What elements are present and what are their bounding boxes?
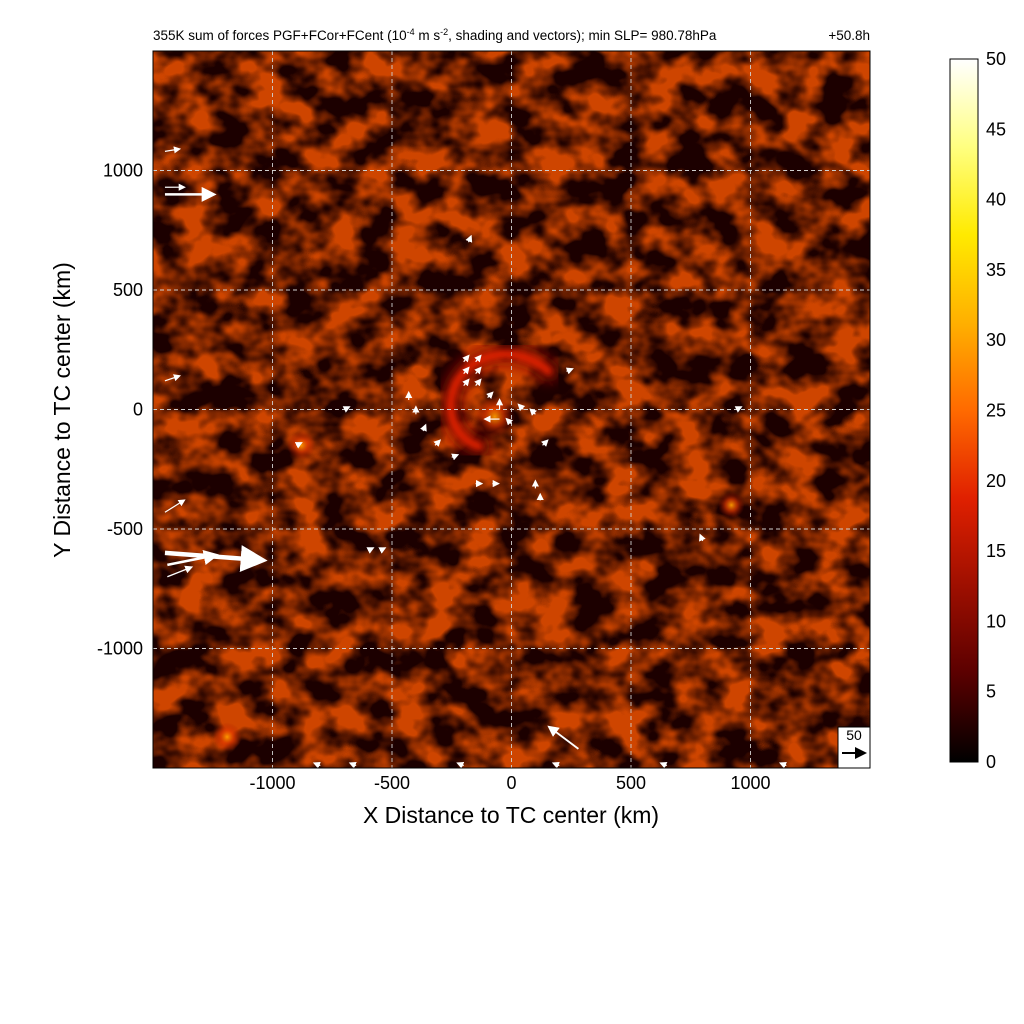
field-hotspot: [474, 396, 516, 438]
y-tick-label: 1000: [103, 161, 143, 181]
colorbar-tick-label: 5: [986, 682, 996, 702]
force-vector: [462, 354, 470, 363]
force-vector: [565, 367, 574, 375]
time-label: +50.8h: [828, 28, 870, 43]
title-mid: m s: [415, 28, 441, 43]
y-tick-label: -500: [107, 519, 143, 539]
force-vector: [433, 439, 442, 447]
force-vector: [734, 406, 743, 413]
plot-frame: [152, 50, 871, 769]
force-vector: [529, 408, 537, 416]
reference-vector: 50: [837, 726, 871, 769]
colorbar-tick-label: 0: [986, 752, 996, 772]
force-vector: [164, 146, 182, 154]
force-vector: [164, 374, 182, 382]
force-vector: [541, 439, 549, 447]
colorbar-tick-label: 20: [986, 471, 1006, 491]
title-main: 355K sum of forces PGF+FCor+FCent (10: [153, 28, 407, 43]
force-vectors: [164, 146, 787, 768]
y-tick-label: -1000: [97, 639, 143, 659]
force-vector: [312, 761, 321, 768]
force-vector: [294, 442, 303, 449]
colorbar-tick-label: 15: [986, 541, 1006, 561]
reference-vector-box: [837, 726, 871, 769]
force-vector: [378, 547, 387, 554]
x-axis-label: X Distance to TC center (km): [363, 802, 659, 828]
plot-area: [153, 51, 870, 768]
force-vector: [167, 565, 194, 578]
x-tick-label: 0: [506, 773, 516, 793]
force-vector: [167, 550, 220, 567]
force-vector: [551, 761, 560, 768]
title-sup2: -2: [440, 27, 448, 37]
force-vector: [474, 378, 482, 387]
x-tick-label: -500: [374, 773, 410, 793]
x-tick-label: 500: [616, 773, 646, 793]
x-axis-ticks: -1000 -500 0 500 1000: [249, 773, 770, 793]
force-vector: [342, 406, 351, 413]
colorbar-tick-label: 35: [986, 260, 1006, 280]
y-tick-label: 0: [133, 400, 143, 420]
colorbar-tick-label: 45: [986, 119, 1006, 139]
spiral-band: [447, 350, 552, 450]
chart-title: 355K sum of forces PGF+FCor+FCent (10-4 …: [153, 27, 717, 43]
force-vector: [505, 417, 514, 426]
force-vector: [164, 499, 186, 513]
colorbar-tick-label: 40: [986, 190, 1006, 210]
force-vector: [486, 391, 494, 400]
x-tick-label: 1000: [730, 773, 770, 793]
force-vector: [348, 761, 357, 768]
force-vector: [474, 354, 482, 363]
colorbar: 0 5 10 15 20 25 30 35 40 45 50: [949, 49, 1006, 772]
force-vector: [474, 366, 482, 375]
reference-vector-label: 50: [846, 727, 862, 743]
field-hotspot: [286, 430, 316, 460]
field-hotspot: [212, 722, 242, 752]
field-features: [212, 343, 745, 752]
y-axis-ticks: -1000 -500 0 500 1000: [97, 161, 143, 659]
y-tick-label: 500: [113, 280, 143, 300]
title-rest: , shading and vectors); min SLP= 980.78h…: [448, 28, 717, 43]
colorbar-bar: [949, 58, 979, 763]
colorbar-tick-label: 30: [986, 330, 1006, 350]
title-sup: -4: [407, 27, 415, 37]
y-axis-label: Y Distance to TC center (km): [49, 262, 75, 558]
colorbar-ticks: 0 5 10 15 20 25 30 35 40 45 50: [986, 49, 1006, 772]
force-vector: [659, 761, 668, 768]
force-vector: [465, 234, 473, 243]
force-vector: [456, 761, 465, 768]
force-vector: [517, 403, 526, 412]
force-vector: [462, 378, 470, 387]
force-vector: [420, 423, 427, 432]
force-vector: [778, 761, 787, 768]
x-tick-label: -1000: [249, 773, 295, 793]
colorbar-tick-label: 10: [986, 611, 1006, 631]
force-vector: [366, 547, 375, 554]
force-vector: [699, 533, 706, 542]
field-hotspot: [718, 491, 745, 519]
gridlines: [153, 51, 870, 768]
force-vector: [451, 453, 460, 461]
force-vector: [462, 366, 470, 375]
colorbar-tick-label: 50: [986, 49, 1006, 69]
force-vector: [547, 725, 579, 750]
colorbar-tick-label: 25: [986, 401, 1006, 421]
